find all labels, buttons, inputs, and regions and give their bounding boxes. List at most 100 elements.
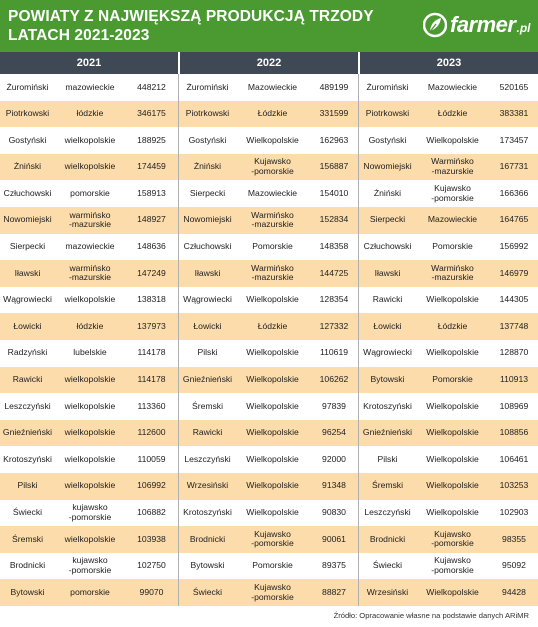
value-cell: 127332 bbox=[319, 320, 349, 331]
voivodeship-cell: wielkopolskie bbox=[64, 294, 116, 305]
powiat-cell: Brodnicki bbox=[369, 533, 406, 544]
voivodeship-cell: wielkopolskie bbox=[64, 533, 116, 544]
powiat-cell: Żuromiński bbox=[6, 81, 49, 92]
powiat-cell: Iławski bbox=[374, 267, 401, 278]
powiat-cell: Sierpecki bbox=[369, 214, 406, 225]
value-cell: 520165 bbox=[499, 81, 529, 92]
value-cell: 152834 bbox=[319, 214, 349, 225]
powiat-cell: Żniński bbox=[13, 161, 42, 172]
powiat-cell: Piotrkowski bbox=[185, 108, 230, 119]
voivodeship-cell: wielkopolskie bbox=[64, 161, 116, 172]
powiat-cell: Iławski bbox=[14, 267, 41, 278]
table-row: Piotrkowski łódzkie 346175 Piotrkowski Łódzk… bbox=[0, 100, 538, 128]
voivodeship-cell: Łódzkie bbox=[437, 320, 468, 331]
powiat-cell: Rawicki bbox=[12, 374, 43, 385]
data-table: Żuromiński mazowieckie 448212 Żuromiński Maz… bbox=[0, 74, 538, 606]
powiat-cell: Żuromiński bbox=[186, 81, 229, 92]
voivodeship-cell: Warmińsko -mazurskie bbox=[251, 209, 294, 230]
powiat-cell: Żniński bbox=[193, 161, 222, 172]
voivodeship-cell: Wielkopolskie bbox=[426, 507, 479, 517]
powiat-cell: Radzyński bbox=[7, 347, 48, 358]
highlight-block bbox=[0, 206, 178, 234]
source-note: Źródło: Opracowanie własne na podstawie … bbox=[333, 611, 529, 620]
column-divider bbox=[358, 74, 359, 606]
voivodeship-cell: Wielkopolskie bbox=[426, 453, 479, 464]
powiat-cell: Człuchowski bbox=[363, 241, 412, 252]
powiat-cell: Gostyński bbox=[188, 134, 227, 145]
table-row: Brodnicki kujawsko -pomorskie 102750 Bytows… bbox=[0, 553, 538, 580]
voivodeship-cell: kujawsko -pomorskie bbox=[68, 555, 112, 575]
voivodeship-cell: Wielkopolskie bbox=[246, 134, 299, 145]
powiat-cell: Rawicki bbox=[372, 294, 403, 305]
highlight-block bbox=[0, 260, 178, 287]
value-cell: 167731 bbox=[499, 161, 529, 172]
value-cell: 106262 bbox=[319, 374, 349, 385]
farmer-logo[interactable]: farmer .pl bbox=[423, 10, 530, 40]
powiat-cell: Nowomiejski bbox=[183, 214, 232, 225]
table-row: Sierpecki mazowieckie 148636 Człuchowski Pom… bbox=[0, 234, 538, 261]
voivodeship-cell: Wielkopolskie bbox=[246, 507, 299, 517]
value-cell: 162963 bbox=[319, 134, 349, 145]
value-cell: 106992 bbox=[137, 480, 166, 491]
voivodeship-cell: Łódzkie bbox=[257, 108, 288, 119]
value-cell: 103253 bbox=[499, 480, 529, 491]
powiat-cell: Brodnicki bbox=[189, 533, 226, 544]
voivodeship-cell: mazowieckie bbox=[65, 241, 115, 252]
voivodeship-cell: Warmińsko -mazurskie bbox=[431, 156, 474, 177]
column-divider bbox=[178, 74, 179, 606]
powiat-cell: Świecki bbox=[12, 507, 43, 517]
powiat-cell: Wrzesiński bbox=[186, 480, 229, 491]
voivodeship-cell: Wielkopolskie bbox=[426, 400, 479, 411]
voivodeship-cell: łódzkie bbox=[76, 108, 104, 119]
voivodeship-cell: Kujawsko -pomorskie bbox=[251, 528, 294, 549]
voivodeship-cell: Pomorskie bbox=[432, 241, 473, 252]
value-cell: 102750 bbox=[137, 560, 166, 571]
value-cell: 113360 bbox=[137, 400, 166, 411]
voivodeship-cell: Mazowieckie bbox=[247, 81, 298, 92]
table-row: Pilski wielkopolskie 106992 Wrzesiński Wielk… bbox=[0, 472, 538, 500]
value-cell: 106461 bbox=[499, 453, 529, 464]
powiat-cell: Łowicki bbox=[13, 320, 42, 331]
voivodeship-cell: Pomorskie bbox=[252, 241, 293, 252]
table-row: Gnieźnieński wielkopolskie 112600 Rawicki Wi… bbox=[0, 419, 538, 447]
table-row: Żniński wielkopolskie 174459 Żniński Kujawsk… bbox=[0, 153, 538, 181]
value-cell: 156887 bbox=[319, 161, 349, 172]
highlight-block bbox=[0, 526, 178, 553]
table-row: Bytowski pomorskie 99070 Świecki Kujawsko -p… bbox=[0, 579, 538, 606]
value-cell: 166366 bbox=[499, 187, 529, 198]
value-cell: 158913 bbox=[137, 187, 166, 198]
year-header-divider bbox=[178, 52, 180, 74]
voivodeship-cell: Wielkopolskie bbox=[246, 427, 299, 438]
voivodeship-cell: Kujawsko -pomorskie bbox=[251, 581, 294, 602]
voivodeship-cell: Kujawsko -pomorskie bbox=[431, 555, 474, 575]
value-cell: 144305 bbox=[499, 294, 529, 305]
value-cell: 148636 bbox=[137, 241, 166, 252]
voivodeship-cell: Wielkopolskie bbox=[426, 427, 479, 438]
table-row: Gostyński wielkopolskie 188925 Gostyński Wie… bbox=[0, 127, 538, 154]
voivodeship-cell: Wielkopolskie bbox=[426, 134, 479, 145]
value-cell: 148358 bbox=[319, 241, 349, 252]
year-header-2023: 2023 bbox=[360, 52, 538, 74]
powiat-cell: Brodnicki bbox=[9, 560, 46, 571]
powiat-cell: Bytowski bbox=[10, 586, 45, 597]
voivodeship-cell: wielkopolskie bbox=[64, 374, 116, 385]
value-cell: 92000 bbox=[322, 453, 346, 464]
value-cell: 188925 bbox=[137, 134, 166, 145]
voivodeship-cell: warmińsko -mazurskie bbox=[68, 262, 112, 283]
powiat-cell: Pilski bbox=[377, 453, 398, 464]
year-header-2022: 2022 bbox=[180, 52, 358, 74]
highlight-block bbox=[0, 419, 178, 447]
value-cell: 91348 bbox=[322, 480, 346, 491]
value-cell: 144725 bbox=[319, 267, 349, 278]
value-cell: 110059 bbox=[137, 453, 166, 464]
table-row: Wągrowiecki wielkopolskie 138318 Wągrowieck… bbox=[0, 287, 538, 314]
table-row: Rawicki wielkopolskie 114178 Gnieźnieński Wi… bbox=[0, 366, 538, 394]
table-row: Nowomiejski warmińsko -mazurskie 148927 Now… bbox=[0, 206, 538, 234]
value-cell: 99070 bbox=[139, 586, 164, 597]
powiat-cell: Leszczyński bbox=[4, 400, 51, 411]
value-cell: 114178 bbox=[137, 374, 166, 385]
table-row: Łowicki łódzkie 137973 Łowicki Łódzkie 127332… bbox=[0, 313, 538, 340]
voivodeship-cell: Wielkopolskie bbox=[246, 294, 299, 305]
voivodeship-cell: Wielkopolskie bbox=[426, 347, 479, 358]
value-cell: 146979 bbox=[499, 267, 529, 278]
